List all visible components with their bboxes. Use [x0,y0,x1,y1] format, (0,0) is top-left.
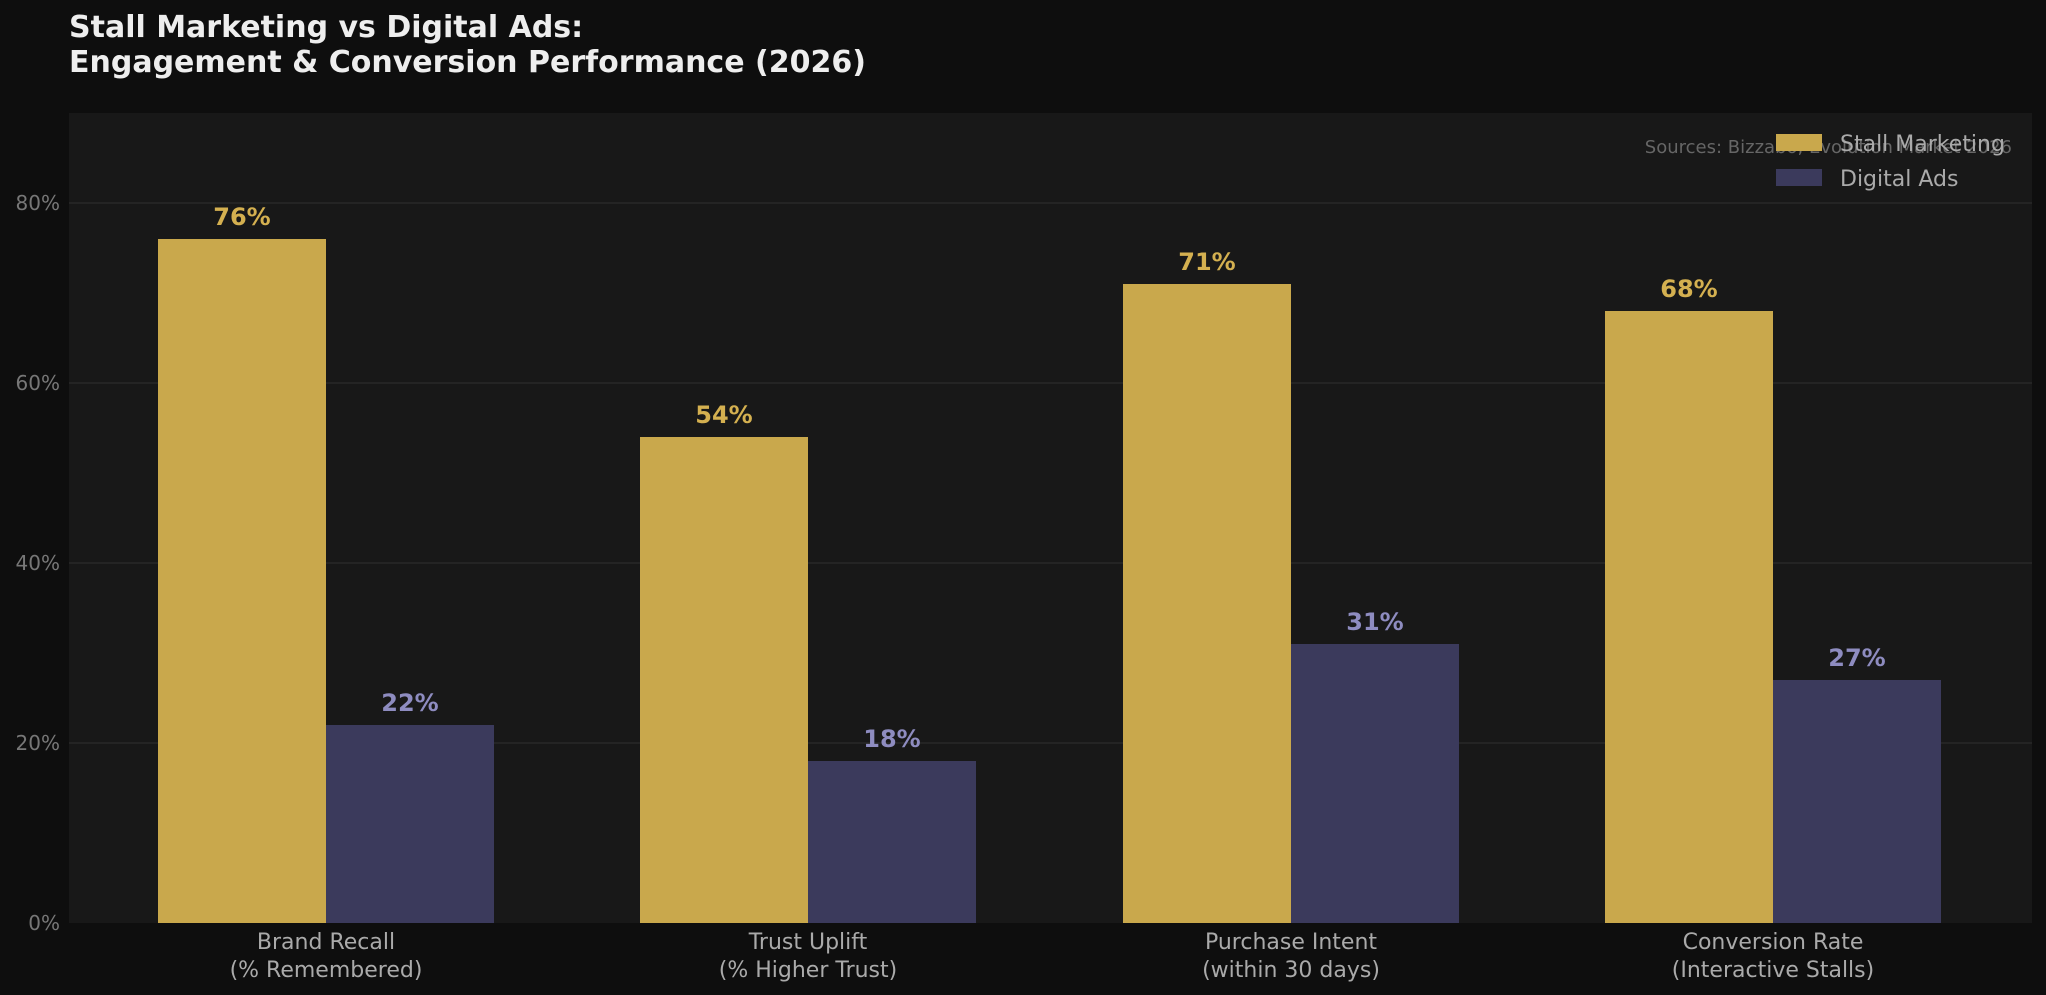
bar-digital-ads [1773,680,1941,923]
y-tick-label: 20% [16,731,60,755]
bar-digital-ads [1291,644,1459,923]
y-tick-label: 80% [16,191,60,215]
chart-title: Stall Marketing vs Digital Ads: Engageme… [69,10,866,80]
legend-label: Digital Ads [1840,167,1958,192]
x-category-label: Brand Recall [257,930,395,955]
value-label-stall-marketing: 54% [695,401,752,429]
legend-swatch [1776,169,1822,186]
chart-title-line-2: Engagement & Conversion Performance (202… [69,45,866,80]
x-category-label: (within 30 days) [1202,958,1380,983]
x-category-label: (Interactive Stalls) [1672,958,1874,983]
value-labels: 76% 54% 71% 68% 22% 18% 31% 27% [213,203,1885,753]
x-category-label: Conversion Rate [1683,930,1864,955]
source-note: Sources: Bizzabo, Evolution Market 2026 [1645,137,2012,158]
value-label-stall-marketing: 68% [1660,275,1717,303]
x-category-label: Purchase Intent [1205,930,1377,955]
legend: Stall Marketing Digital Ads [1776,132,2005,192]
bar-stall-marketing [1123,284,1291,923]
legend-label: Stall Marketing [1840,132,2005,157]
x-category-label: (% Remembered) [230,958,423,983]
value-label-digital-ads: 18% [863,725,920,753]
value-label-stall-marketing: 71% [1178,248,1235,276]
y-axis-tick-labels: 0% 20% 40% 60% 80% [16,191,60,935]
bar-digital-ads [326,725,494,923]
value-label-stall-marketing: 76% [213,203,270,231]
x-axis-category-labels: Brand Recall (% Remembered) Trust Uplift (%… [230,930,1875,983]
chart-title-line-1: Stall Marketing vs Digital Ads: [69,10,584,45]
y-tick-label: 40% [16,551,60,575]
bar-digital-ads [808,761,976,923]
value-label-digital-ads: 27% [1828,644,1885,672]
x-category-label: Trust Uplift [748,930,868,955]
y-tick-label: 0% [28,911,60,935]
bars [158,239,1941,923]
bar-stall-marketing [158,239,326,923]
bar-stall-marketing [1605,311,1773,923]
y-tick-label: 60% [16,371,60,395]
value-label-digital-ads: 22% [381,689,438,717]
bar-stall-marketing [640,437,808,923]
x-category-label: (% Higher Trust) [719,958,897,983]
value-label-digital-ads: 31% [1346,608,1403,636]
legend-swatch [1776,134,1822,151]
